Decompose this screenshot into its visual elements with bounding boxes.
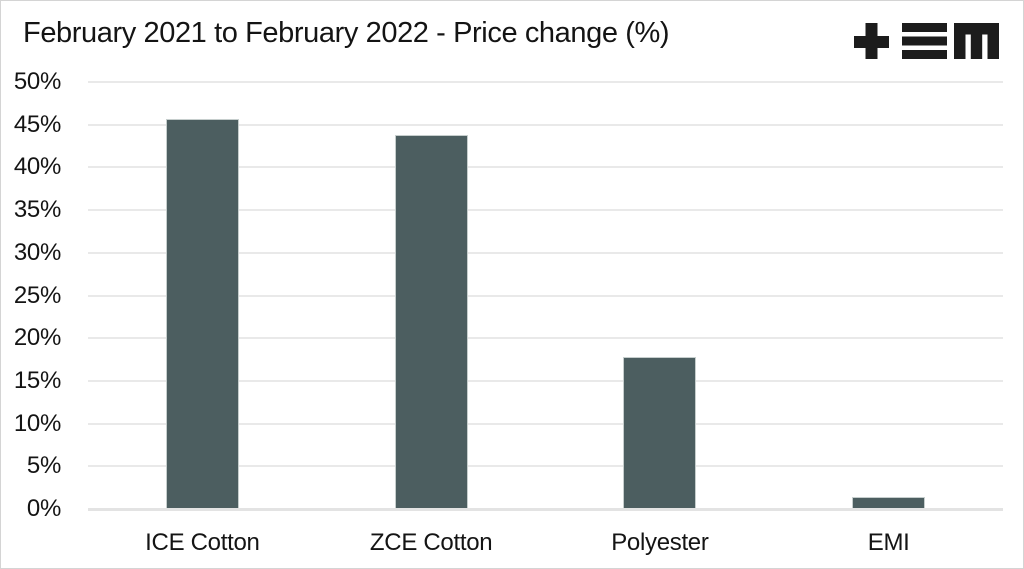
y-axis-tick-label: 20% — [13, 324, 61, 352]
y-axis-tick-label: 10% — [13, 409, 61, 437]
y-gridline — [88, 166, 1003, 169]
x-axis-label: EMI — [867, 529, 910, 556]
y-axis-tick-label: 5% — [26, 452, 61, 480]
y-axis-tick-label: 30% — [13, 238, 61, 266]
bar — [623, 356, 697, 508]
y-gridline — [88, 337, 1003, 340]
bar — [165, 119, 239, 508]
triple-bars-icon — [902, 23, 947, 59]
y-gridline — [88, 251, 1003, 254]
y-axis-tick-label: 40% — [13, 153, 61, 181]
bar — [852, 496, 926, 508]
y-axis-tick-label: 45% — [13, 110, 61, 138]
bar-chart: 0% 5% 10% 15% 20% 25% 30% 35% 40% 45% 50% ICE Cotto… — [14, 68, 1003, 556]
y-gridline — [88, 507, 1003, 511]
letter-m-icon — [954, 23, 999, 59]
bar — [394, 134, 468, 508]
y-axis-tick-label: 50% — [13, 68, 61, 95]
x-axis-label: ZCE Cotton — [369, 529, 493, 556]
y-axis-tick-label: 15% — [13, 366, 61, 394]
x-axis-label: Polyester — [611, 529, 709, 556]
y-gridline — [88, 422, 1003, 425]
y-axis-tick-label: 25% — [13, 281, 61, 309]
y-gridline — [88, 294, 1003, 297]
y-gridline — [88, 209, 1003, 212]
y-gridline — [88, 465, 1003, 468]
y-gridline — [88, 123, 1003, 126]
y-axis-tick-label: 0% — [26, 495, 61, 522]
brand-logo — [854, 23, 999, 59]
plus-icon — [854, 23, 889, 59]
y-gridline — [88, 81, 1003, 83]
y-axis-tick-label: 35% — [13, 196, 61, 224]
chart-title: February 2021 to February 2022 - Price c… — [23, 17, 670, 49]
y-gridline — [88, 379, 1003, 382]
x-axis-label: ICE Cotton — [145, 529, 260, 556]
